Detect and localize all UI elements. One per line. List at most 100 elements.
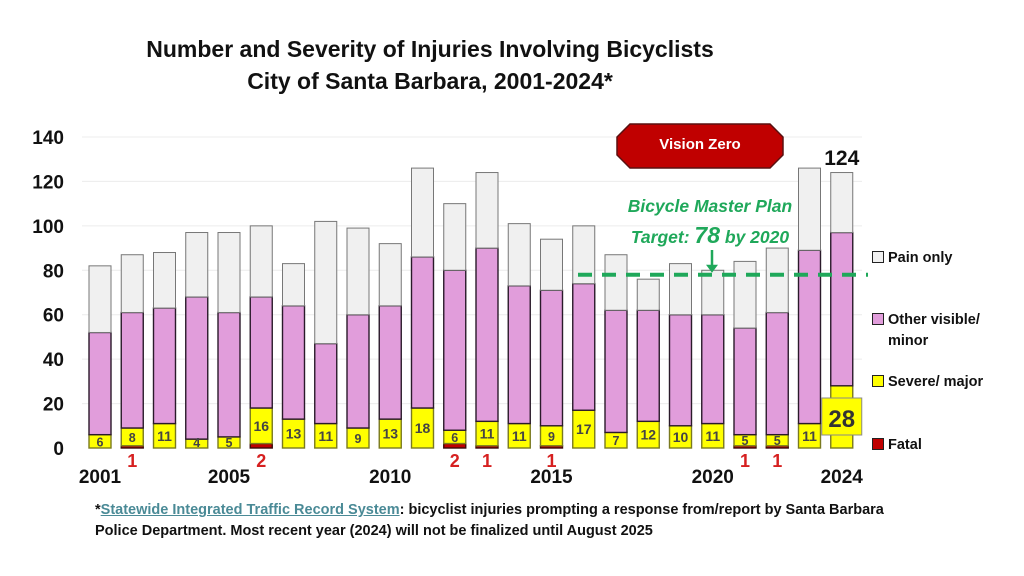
legend-label: Severe/ major	[888, 374, 984, 390]
severe-value-label: 10	[673, 429, 689, 445]
legend-swatch	[872, 438, 884, 450]
bar-segment-other-visible-minor	[185, 296, 209, 440]
severe-value-label: 9	[355, 432, 362, 446]
bar-segment-other-visible-minor	[475, 247, 499, 423]
bar-segment-pain-only	[604, 254, 628, 311]
bar-segment-pain-only	[733, 260, 757, 329]
footnote-text: : bicyclist injuries prompting a respons…	[95, 502, 884, 539]
legend-item-other-visible: Other visible/minor	[872, 310, 980, 352]
fatal-count-label: 1	[546, 451, 556, 471]
legend-item-severe: Severe/ major	[872, 372, 983, 393]
bar-segment-pain-only	[701, 269, 725, 316]
footnote-star: *	[95, 502, 101, 518]
legend-label: Pain only	[888, 250, 953, 266]
bar-segment-other-visible-minor	[314, 342, 338, 425]
target-suffix: by 2020	[720, 227, 790, 247]
severe-value-label: 5	[226, 436, 233, 450]
y-tick-label: 20	[43, 395, 64, 416]
bar-segment-pain-only	[217, 232, 241, 313]
bar-segment-pain-only	[540, 238, 563, 291]
bar-segment-pain-only	[185, 232, 209, 298]
bar-segment-pain-only	[378, 243, 402, 307]
bar-segment-other-visible-minor	[378, 305, 402, 420]
legend-label: Fatal	[888, 437, 922, 453]
y-tick-label: 140	[32, 128, 64, 149]
vision-zero-octagon-icon	[616, 123, 784, 169]
x-tick-label: 2005	[208, 467, 251, 488]
severe-value-label: 5	[774, 434, 781, 448]
fatal-count-label: 1	[482, 451, 492, 471]
x-tick-label: 2020	[692, 467, 734, 488]
y-tick-label: 100	[32, 217, 64, 238]
bar-segment-other-visible-minor	[733, 327, 757, 436]
severe-value-label: 12	[640, 427, 656, 443]
fatal-count-label: 2	[256, 451, 266, 471]
y-tick-label: 120	[32, 172, 64, 193]
bar-segment-other-visible-minor	[636, 309, 660, 423]
x-tick-label: 2024	[821, 467, 864, 488]
severe-value-label: 11	[705, 428, 720, 444]
fatal-count-label: 2	[450, 451, 460, 471]
bar-segment-pain-only	[411, 167, 434, 258]
bar-segment-pain-only	[507, 223, 531, 287]
severe-value-label: 18	[415, 420, 431, 436]
total-2024-label: 124	[824, 147, 859, 170]
severe-value-label: 13	[286, 426, 302, 442]
bar-segment-other-visible-minor	[668, 314, 693, 427]
bar-segment-pain-only	[314, 220, 338, 345]
vision-zero-label: Vision Zero	[659, 136, 741, 153]
bar-segment-other-visible-minor	[249, 296, 273, 409]
sitrs-link[interactable]: Statewide Integrated Traffic Record Syst…	[100, 502, 400, 518]
bar-segment-other-visible-minor	[443, 269, 467, 431]
chart-subtitle: City of Santa Barbara, 2001-2024*	[247, 68, 613, 94]
target-value: 78	[694, 222, 721, 248]
severe-2024-box	[821, 397, 863, 436]
severe-value-label: 11	[157, 428, 172, 444]
bar-segment-pain-only	[572, 225, 596, 285]
severe-value-label: 9	[548, 430, 555, 444]
legend-item-fatal: Fatal	[872, 435, 922, 456]
legend-label: Other visible/minor	[888, 310, 980, 352]
x-tick-label: 2001	[79, 467, 122, 488]
bar-segment-other-visible-minor	[217, 311, 241, 438]
severe-value-label: 5	[742, 434, 749, 448]
legend-label-line1: Other visible/	[888, 312, 980, 328]
severe-2024-label: 28	[828, 406, 855, 433]
bar-segment-other-visible-minor	[410, 256, 435, 409]
severe-value-label: 17	[576, 421, 592, 437]
legend-swatch	[872, 313, 884, 325]
bar-segment-other-visible-minor	[346, 314, 370, 429]
bar-segment-other-visible-minor	[88, 331, 112, 436]
bar-segment-other-visible-minor	[765, 311, 789, 436]
bar-segment-pain-only	[669, 263, 692, 316]
severe-value-label: 11	[512, 428, 527, 444]
target-line2: Target: 78 by 2020	[600, 221, 820, 252]
severe-value-label: 11	[802, 428, 817, 444]
severe-value-label: 16	[253, 418, 269, 434]
target-annotation: Bicycle Master Plan Target: 78 by 2020	[600, 192, 820, 252]
x-tick-label: 2010	[369, 467, 411, 488]
severe-value-label: 6	[451, 431, 458, 445]
severe-value-label: 8	[129, 431, 136, 445]
bar-segment-pain-only	[765, 247, 789, 313]
legend-swatch	[872, 251, 884, 263]
legend-label-line2: minor	[888, 333, 929, 349]
bar-segment-other-visible-minor	[152, 307, 177, 425]
bar-segment-other-visible-minor	[507, 285, 531, 425]
bar-segment-other-visible-minor	[539, 289, 564, 427]
bar-segment-pain-only	[636, 278, 660, 311]
fatal-count-label: 1	[127, 451, 137, 471]
bar-segment-other-visible-minor	[281, 305, 306, 420]
legend-item-pain-only: Pain only	[872, 248, 952, 269]
bar-segment-other-visible-minor	[572, 282, 596, 411]
bar-segment-other-visible-minor	[830, 231, 854, 387]
bar-segment-other-visible-minor	[120, 311, 144, 429]
bar-segment-pain-only	[88, 265, 112, 333]
bar-segment-pain-only	[798, 167, 821, 251]
bar-segment-pain-only	[249, 225, 273, 298]
severe-value-label: 4	[193, 436, 200, 450]
y-tick-label: 0	[53, 439, 64, 460]
target-prefix: Target:	[630, 227, 695, 247]
x-tick-label: 2015	[530, 467, 573, 488]
